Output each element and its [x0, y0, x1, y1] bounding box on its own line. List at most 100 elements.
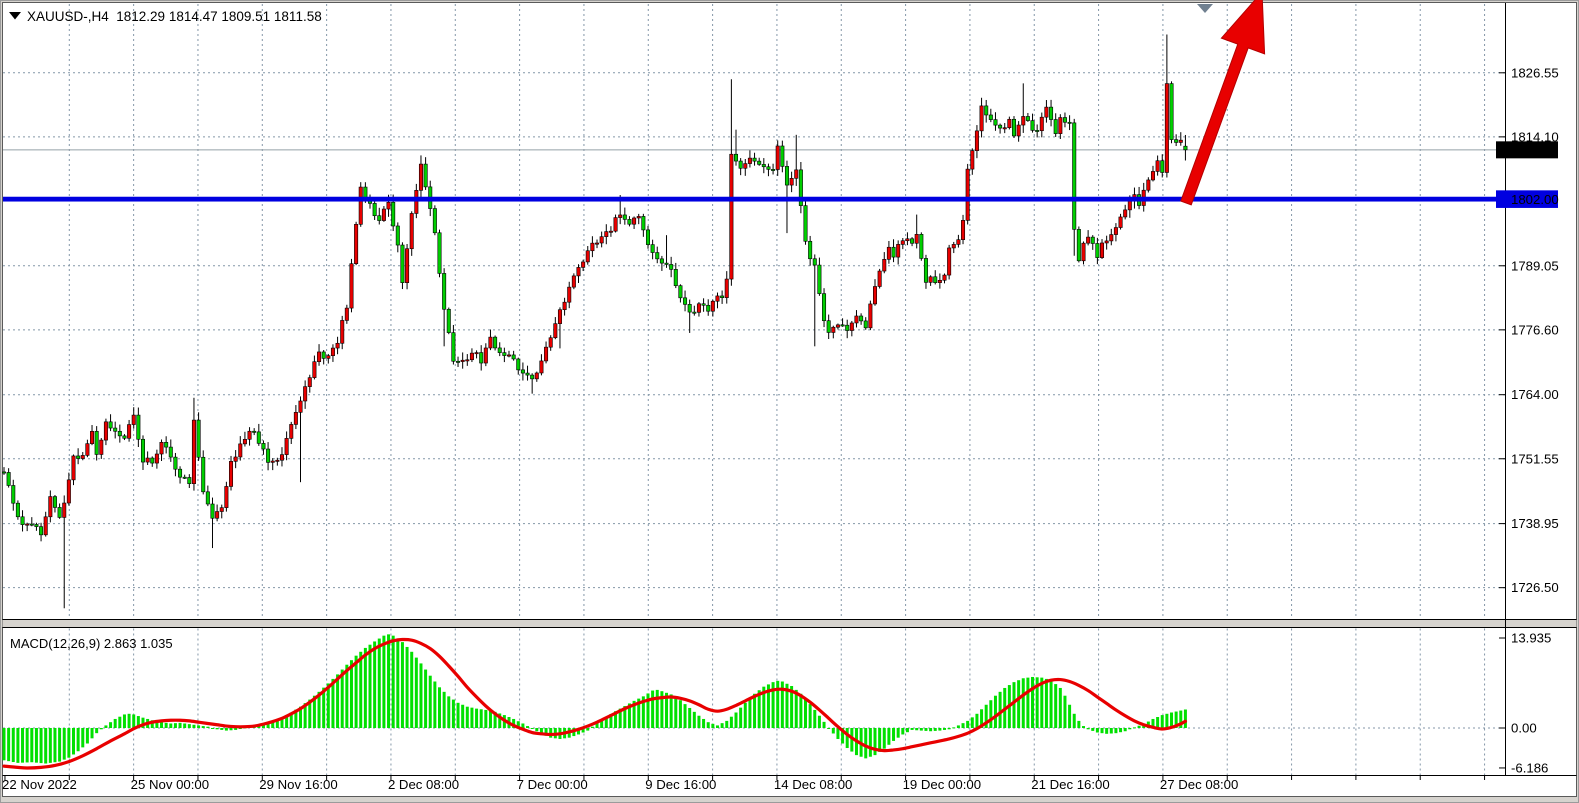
bear-candle	[655, 252, 660, 260]
horizontal-line-1802[interactable]	[3, 196, 1505, 202]
bear-candle	[423, 163, 428, 188]
bear-candle	[1169, 83, 1174, 140]
bear-candle	[442, 273, 447, 310]
bull-candle	[242, 439, 247, 445]
bull-candle	[307, 377, 312, 387]
bear-candle	[664, 262, 669, 265]
macd-histogram-bar	[1183, 709, 1187, 728]
bull-candle	[191, 419, 196, 484]
bull-candle	[590, 242, 595, 252]
macd-histogram-bar	[753, 693, 757, 728]
bear-candle	[502, 352, 507, 356]
bear-candle	[845, 324, 850, 331]
bull-candle	[608, 230, 613, 233]
bear-candle	[432, 208, 437, 234]
macd-histogram-bar	[808, 704, 812, 728]
macd-histogram-bar	[706, 722, 710, 728]
macd-histogram-bar	[1081, 726, 1085, 728]
bull-candle	[979, 105, 984, 132]
bull-candle	[576, 267, 581, 277]
horizontal-line-1802[interactable]	[3, 196, 1505, 202]
bear-candle	[812, 258, 817, 266]
axes[interactable]	[2, 3, 1577, 780]
macd-histogram-bar	[25, 728, 29, 763]
macd-histogram-bar	[618, 708, 622, 728]
macd-histogram-bar	[1160, 715, 1164, 728]
macd-histogram-bar	[451, 699, 455, 728]
time-axis-label: 27 Dec 08:00	[1160, 777, 1238, 792]
red-up-arrow-annotation[interactable]	[1180, 0, 1266, 206]
macd-histogram-bar	[785, 683, 789, 728]
macd-histogram-bar	[581, 728, 585, 733]
macd-histogram-bar	[697, 715, 701, 728]
bull-candle	[25, 523, 30, 526]
red-up-arrow[interactable]	[1180, 0, 1266, 206]
macd-histogram-bar	[1109, 728, 1113, 734]
bull-candle	[613, 217, 618, 232]
macd-histogram-bar	[95, 728, 99, 734]
macd-histogram-bar	[1072, 713, 1076, 728]
bull-candle	[418, 163, 423, 191]
macd-histogram-bar	[544, 728, 548, 736]
macd-histogram-bar	[238, 728, 242, 729]
bear-candle	[1, 471, 7, 474]
bull-candle	[1100, 242, 1105, 258]
bull-candle	[405, 248, 410, 283]
panel-separator-band[interactable]	[2, 619, 1577, 628]
bear-candle	[659, 258, 664, 264]
macd-histogram-bar	[150, 720, 154, 728]
price-axis-label: 1789.05	[1511, 258, 1559, 273]
macd-histogram-bar	[905, 728, 909, 733]
macd-histogram-bar	[827, 728, 831, 729]
macd-histogram-bar	[294, 709, 298, 728]
bear-candle	[641, 216, 646, 231]
bear-candle	[1095, 243, 1100, 258]
bull-candle	[868, 303, 873, 329]
bear-candle	[1062, 117, 1067, 123]
macd-histogram-bar	[127, 713, 131, 728]
bull-candle	[1150, 171, 1155, 181]
macd-histogram-bar	[354, 655, 358, 728]
macd-histogram-bar	[771, 682, 775, 728]
panel-separator[interactable]	[2, 619, 1577, 628]
price-axis-label: 1726.50	[1511, 580, 1559, 595]
bear-candle	[669, 264, 674, 270]
bear-candle	[859, 315, 864, 322]
macd-histogram-bar	[48, 728, 52, 763]
bear-candle	[530, 374, 535, 380]
macd-histogram-bar	[488, 710, 492, 728]
macd-histogram-bar	[961, 723, 965, 728]
bear-candle	[1072, 122, 1077, 230]
bull-candle	[900, 240, 905, 245]
macd-histogram-bar	[81, 728, 85, 748]
bear-candle	[1174, 139, 1179, 143]
macd-histogram-bar	[929, 728, 933, 732]
bear-candle	[29, 523, 34, 526]
bear-candle	[391, 201, 396, 227]
macd-histogram-bar	[21, 728, 25, 763]
macd-histogram-bar	[391, 635, 395, 728]
bull-candle	[127, 424, 132, 439]
current-price-label: 1811.58	[1511, 143, 1558, 158]
bull-candle	[886, 246, 891, 260]
bull-candle	[1127, 200, 1132, 211]
macd-histogram-bar	[692, 711, 696, 728]
macd-histogram-bar	[878, 728, 882, 752]
macd-histogram-bar	[1095, 728, 1099, 733]
price-axis-label: 1738.95	[1511, 516, 1559, 531]
macd-histogram-bar	[210, 728, 214, 729]
bull-candle	[947, 247, 952, 276]
macd-histogram-bar	[76, 728, 80, 752]
macd-histogram-bar	[1170, 712, 1174, 728]
chart-shift-marker-icon[interactable]	[1197, 4, 1213, 13]
bear-candle	[784, 166, 789, 186]
macd-histogram-bar	[813, 709, 817, 728]
macd-histogram-bar	[122, 714, 126, 728]
bull-candle	[85, 443, 90, 456]
macd-histogram-bar	[942, 728, 946, 730]
bull-candle	[219, 507, 224, 512]
macd-histogram-bar	[1132, 727, 1136, 729]
macd-histogram-bar	[530, 728, 534, 729]
hline-price-label: 1802.00	[1511, 192, 1559, 207]
